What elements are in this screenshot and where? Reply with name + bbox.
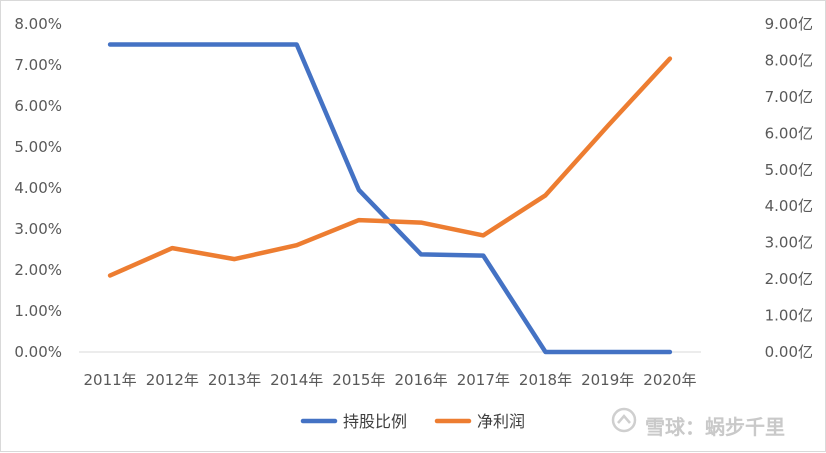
- x-tick-label: 2012年: [146, 371, 199, 389]
- x-tick-label: 2016年: [395, 371, 448, 389]
- x-tick-label: 2015年: [332, 371, 385, 389]
- watermark: 雪球：蜗步千里: [611, 407, 785, 443]
- x-tick-label: 2020年: [643, 371, 696, 389]
- series-line-2: [110, 59, 670, 276]
- y-right-tick-label: 5.00亿: [765, 161, 813, 179]
- y-right-tick-label: 7.00亿: [765, 88, 813, 106]
- y-left-tick-label: 7.00%: [14, 56, 62, 74]
- x-tick-label: 2013年: [208, 371, 261, 389]
- y-left-tick-label: 5.00%: [14, 138, 62, 156]
- y-right-tick-label: 1.00亿: [765, 307, 813, 325]
- y-left-tick-label: 2.00%: [14, 261, 62, 279]
- y-right-tick-label: 6.00亿: [765, 124, 813, 142]
- y-right-tick-label: 4.00亿: [765, 197, 813, 215]
- x-tick-label: 2017年: [457, 371, 510, 389]
- y-left-tick-label: 8.00%: [14, 15, 62, 33]
- legend-label: 持股比例: [343, 412, 407, 431]
- y-right-tick-label: 2.00亿: [765, 270, 813, 288]
- watermark-text: 雪球：蜗步千里: [645, 411, 785, 440]
- y-right-tick-label: 9.00亿: [765, 15, 813, 33]
- x-tick-label: 2011年: [84, 371, 137, 389]
- y-left-tick-label: 4.00%: [14, 179, 62, 197]
- x-tick-label: 2018年: [519, 371, 572, 389]
- y-left-tick-label: 3.00%: [14, 220, 62, 238]
- y-left-tick-label: 6.00%: [14, 97, 62, 115]
- y-left-tick-label: 1.00%: [14, 302, 62, 320]
- series-line-1: [110, 45, 670, 353]
- y-left-tick-label: 0.00%: [14, 343, 62, 361]
- y-right-tick-label: 3.00亿: [765, 234, 813, 252]
- y-right-tick-label: 0.00亿: [765, 343, 813, 361]
- legend-label: 净利润: [477, 412, 525, 431]
- x-tick-label: 2019年: [581, 371, 634, 389]
- y-right-tick-label: 8.00亿: [765, 51, 813, 69]
- x-tick-label: 2014年: [270, 371, 323, 389]
- snowball-logo-icon: [611, 412, 637, 438]
